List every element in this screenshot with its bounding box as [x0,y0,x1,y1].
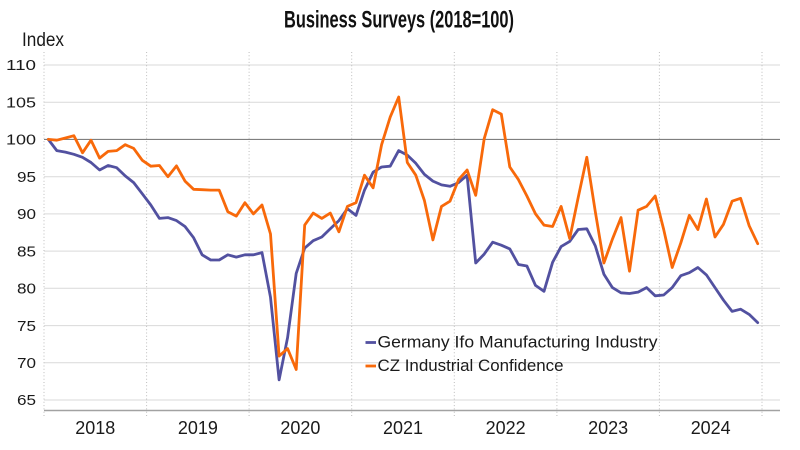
svg-text:85: 85 [17,244,36,260]
svg-text:2018: 2018 [75,418,115,438]
svg-text:65: 65 [17,393,36,409]
svg-text:2019: 2019 [178,418,218,438]
svg-text:CZ Industrial Confidence: CZ Industrial Confidence [378,357,564,375]
svg-text:Index: Index [22,30,64,51]
svg-text:95: 95 [17,170,36,186]
svg-text:90: 90 [17,207,36,223]
svg-text:110: 110 [6,58,36,74]
svg-text:100: 100 [6,133,36,149]
svg-text:75: 75 [17,319,36,335]
svg-text:105: 105 [6,95,36,111]
svg-text:2021: 2021 [383,418,423,438]
svg-text:Business Surveys (2018=100): Business Surveys (2018=100) [284,7,514,34]
svg-text:80: 80 [17,282,36,298]
svg-text:2024: 2024 [691,418,731,438]
svg-text:2020: 2020 [280,418,320,438]
svg-text:70: 70 [17,356,36,372]
svg-text:2022: 2022 [486,418,526,438]
svg-text:2023: 2023 [588,418,628,438]
svg-text:Germany Ifo Manufacturing Indu: Germany Ifo Manufacturing Industry [378,334,659,352]
